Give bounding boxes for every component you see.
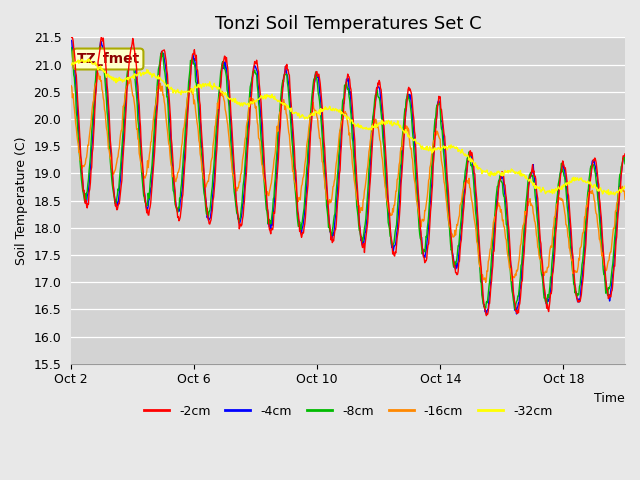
Y-axis label: Soil Temperature (C): Soil Temperature (C) [15,136,28,265]
X-axis label: Time: Time [595,392,625,405]
Text: TZ_fmet: TZ_fmet [77,52,140,66]
Legend: -2cm, -4cm, -8cm, -16cm, -32cm: -2cm, -4cm, -8cm, -16cm, -32cm [139,400,557,423]
Title: Tonzi Soil Temperatures Set C: Tonzi Soil Temperatures Set C [215,15,481,33]
